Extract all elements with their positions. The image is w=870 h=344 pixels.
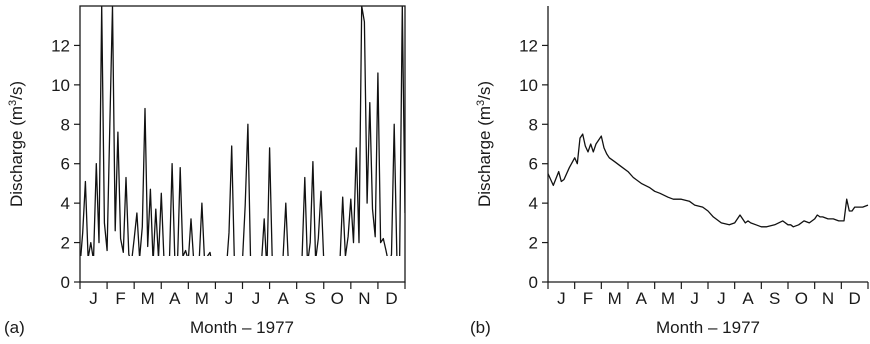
panel-a-ytick-label: 12: [51, 36, 70, 55]
panel-a-ytick-label: 10: [51, 76, 70, 95]
panel-a-frame: [79, 5, 406, 283]
panel-a-month-label: J: [89, 289, 98, 308]
panel-a-ytick-label: 8: [61, 115, 70, 134]
panel-b-month-label: N: [822, 289, 834, 308]
panel-a-ytick-label: 4: [61, 194, 70, 213]
panel-a-month-label: S: [305, 289, 316, 308]
panel-a-xlabel: Month – 1977: [190, 318, 294, 337]
panel-b-ytick-label: 4: [529, 194, 538, 213]
panel-b-month-label: J: [690, 289, 699, 308]
panel-a-month-label: M: [141, 289, 155, 308]
panel-b-month-label: A: [742, 289, 754, 308]
panel-a-month-label: F: [115, 289, 125, 308]
panel-b-month-label: D: [849, 289, 861, 308]
panel-b-xlabel: Month – 1977: [656, 318, 760, 337]
panel-b-ytick-label: 2: [529, 234, 538, 253]
panel-b-tag: (b): [470, 318, 491, 337]
panel-b-ytick-label: 10: [519, 76, 538, 95]
panel-b-month-label: M: [608, 289, 622, 308]
panel-a-ytick-label: 6: [61, 155, 70, 174]
panel-b-month-label: J: [717, 289, 726, 308]
panel-a-ytick-label: 0: [61, 273, 70, 292]
panel-b-month-label: F: [583, 289, 593, 308]
panel-b-ytick-label: 0: [529, 273, 538, 292]
panel-b-ytick-label: 6: [529, 155, 538, 174]
panel-a-month-label: J: [252, 289, 261, 308]
panel-b-month-label: O: [795, 289, 808, 308]
panel-a-month-label: O: [331, 289, 344, 308]
panel-b-month-label: J: [557, 289, 566, 308]
panel-b-discharge-line: [548, 133, 869, 228]
panel-b-axes: [547, 6, 868, 283]
panel-b-month-label: M: [661, 289, 675, 308]
panel-a-month-label: N: [358, 289, 370, 308]
panel-a-month-label: A: [277, 289, 289, 308]
panel-a-discharge-line: [80, 6, 405, 256]
panel-b-ytick-label: 8: [529, 115, 538, 134]
panel-b-month-label: A: [636, 289, 648, 308]
panel-a-month-label: M: [195, 289, 209, 308]
panel-a-ylabel: Discharge (m3/s): [7, 81, 26, 207]
panel-a-tag: (a): [4, 318, 25, 337]
panel-a-month-label: D: [385, 289, 397, 308]
panel-a-ytick-label: 2: [61, 234, 70, 253]
panel-b-month-label: S: [769, 289, 780, 308]
panel-b-ylabel: Discharge (m3/s): [475, 81, 494, 207]
panel-a-month-label: J: [225, 289, 234, 308]
panel-b-ytick-label: 12: [519, 36, 538, 55]
panel-a-month-label: A: [169, 289, 181, 308]
